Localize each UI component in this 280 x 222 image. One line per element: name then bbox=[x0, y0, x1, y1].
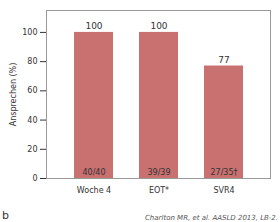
svg-text:39/39: 39/39 bbox=[147, 168, 170, 177]
svg-text:100: 100 bbox=[22, 28, 37, 37]
svg-text:77: 77 bbox=[218, 55, 229, 65]
svg-text:Ansprechen (%): Ansprechen (%) bbox=[9, 63, 18, 127]
html-text:Charlton MR, et al. AASLD 2013: Charlton MR, et al. AASLD 2013, LB-2. bbox=[145, 214, 278, 222]
svg-text:20: 20 bbox=[27, 145, 37, 154]
svg-text:EOT*: EOT* bbox=[149, 186, 169, 195]
svg-text:27/35†: 27/35† bbox=[210, 168, 237, 177]
svg-text:40/40: 40/40 bbox=[82, 168, 105, 177]
svg-text:100: 100 bbox=[85, 21, 102, 31]
svg-text:40: 40 bbox=[27, 116, 37, 125]
html-text:b: b bbox=[2, 209, 9, 222]
svg-text:Woche 4: Woche 4 bbox=[77, 186, 111, 195]
svg-text:0: 0 bbox=[32, 174, 37, 183]
svg-text:80: 80 bbox=[27, 57, 37, 66]
svg-text:100: 100 bbox=[150, 21, 167, 31]
svg-text:SVR4: SVR4 bbox=[213, 186, 234, 195]
svg-text:60: 60 bbox=[27, 86, 37, 95]
